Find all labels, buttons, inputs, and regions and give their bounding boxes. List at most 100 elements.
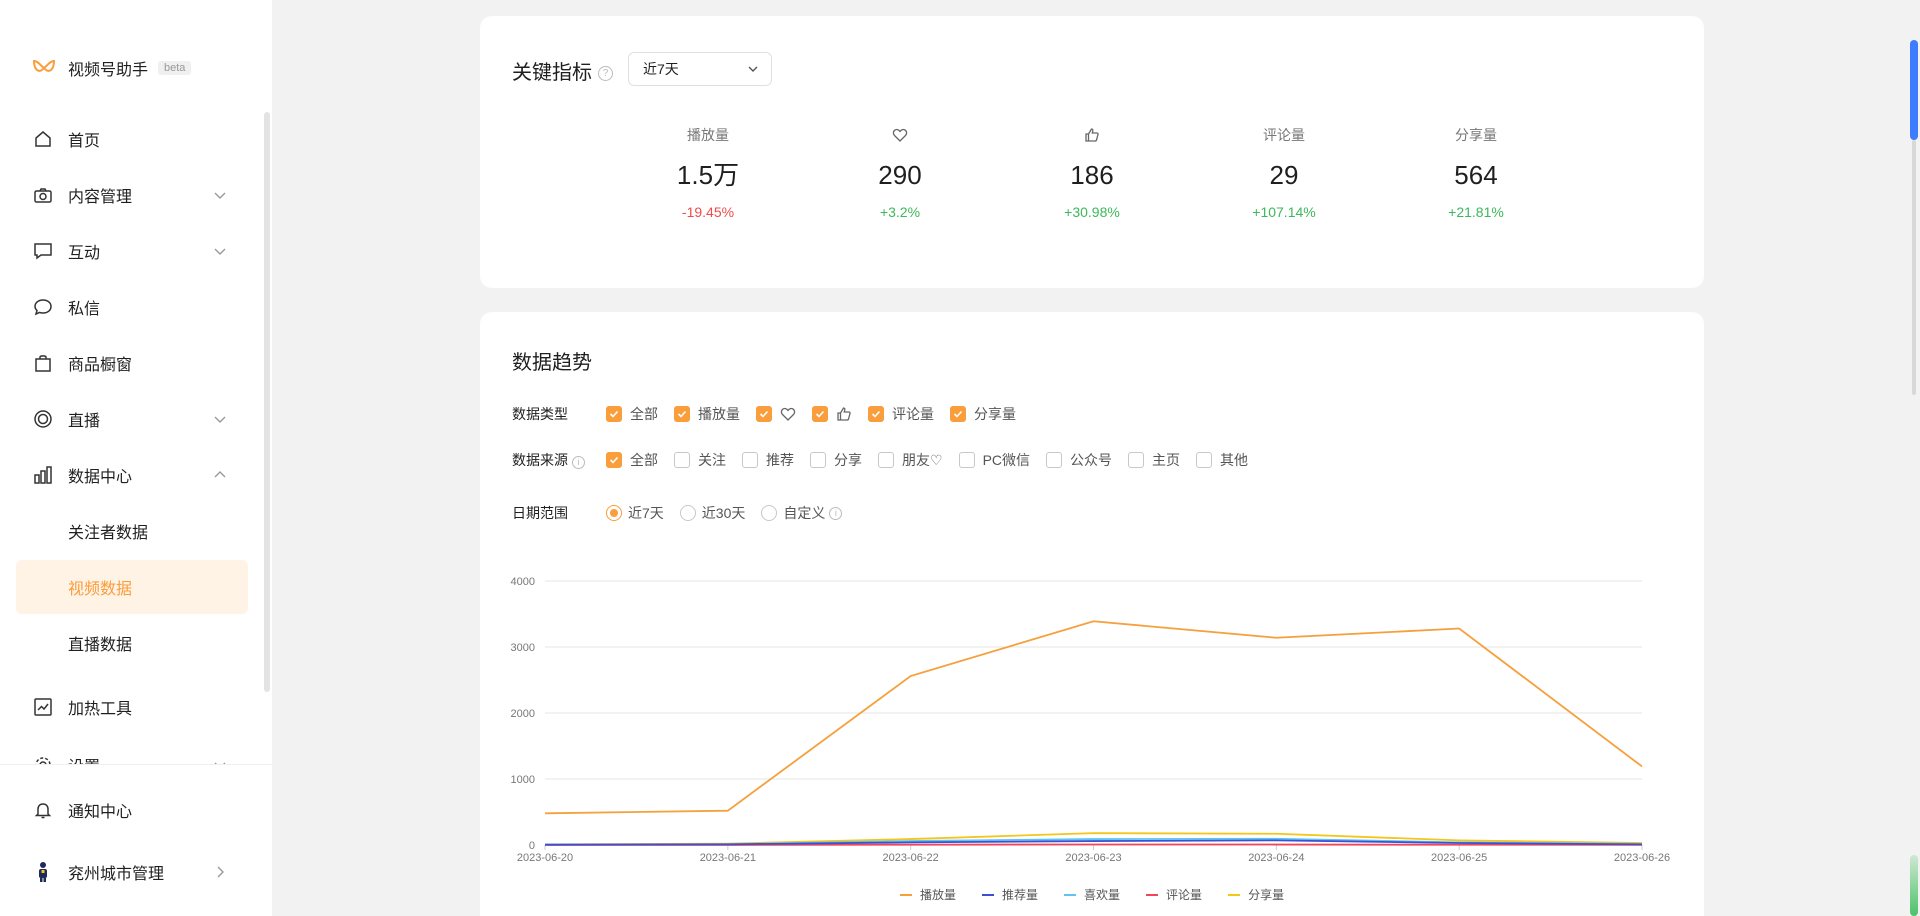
legend-item[interactable]: 评论量 bbox=[1146, 886, 1202, 903]
sidebar-item-home[interactable]: 首页 bbox=[16, 112, 248, 166]
chart-legend: 播放量 推荐量 喜欢量 评论量 分享量 bbox=[900, 886, 1310, 903]
source-checkbox-share[interactable]: 分享 bbox=[810, 450, 862, 470]
legend-label: 评论量 bbox=[1166, 888, 1203, 902]
sidebar-item-boost-tool[interactable]: 加热工具 bbox=[16, 680, 248, 734]
date-range-label: 日期范围 bbox=[512, 505, 568, 521]
key-metrics-card: 关键指标? 近7天 播放量 1.5万 -19.45% 290 +3.2% 186… bbox=[480, 16, 1704, 288]
app-logo[interactable]: 视频号助手 beta bbox=[32, 56, 192, 80]
checkbox-comments[interactable]: 评论量 bbox=[868, 404, 934, 424]
radio-30days[interactable]: 近30天 bbox=[679, 503, 746, 523]
radio-selected-icon bbox=[606, 505, 622, 521]
checkbox-label: 关注 bbox=[698, 452, 726, 468]
sidebar-item-messages[interactable]: 私信 bbox=[16, 280, 248, 334]
source-checkbox-friends[interactable]: 朋友♡ bbox=[878, 450, 943, 470]
checkbox-all[interactable]: 全部 bbox=[606, 404, 658, 424]
sidebar-item-label: 直播 bbox=[68, 413, 101, 430]
trend-line-chart: 0 1000 2000 3000 4000 2023-06-20 2023-06-21 202… bbox=[511, 576, 1671, 864]
legend-item[interactable]: 播放量 bbox=[900, 886, 956, 903]
checkbox-checked-icon bbox=[812, 406, 828, 422]
checkbox-label: 分享量 bbox=[974, 406, 1016, 422]
sidebar-item-content[interactable]: 内容管理 bbox=[16, 168, 248, 222]
source-checkbox-all[interactable]: 全部 bbox=[606, 450, 658, 470]
checkbox-label: PC微信 bbox=[982, 452, 1031, 468]
sidebar-item-interaction[interactable]: 互动 bbox=[16, 224, 248, 278]
page-scrollbar-thumb[interactable] bbox=[1910, 40, 1918, 140]
sidebar-item-account[interactable]: 兖州城市管理 bbox=[16, 845, 248, 899]
x-tick-label: 2023-06-25 bbox=[1431, 852, 1487, 864]
live-circle-icon bbox=[32, 408, 54, 430]
checkbox-empty-icon bbox=[674, 452, 690, 468]
sidebar-item-label: 首页 bbox=[68, 133, 101, 150]
data-type-label: 数据类型 bbox=[512, 406, 568, 422]
source-checkbox-homepage[interactable]: 主页 bbox=[1128, 450, 1180, 470]
metric-comments: 评论量 29 +107.14% bbox=[1204, 124, 1364, 220]
thumbs-up-icon bbox=[837, 407, 851, 421]
sidebar-item-live[interactable]: 直播 bbox=[16, 392, 248, 446]
checkbox-checked-icon bbox=[756, 406, 772, 422]
radio-empty-icon bbox=[761, 505, 778, 521]
legend-swatch bbox=[1064, 893, 1077, 896]
checkbox-likes[interactable] bbox=[756, 406, 796, 422]
checkbox-thumbs-up[interactable] bbox=[812, 406, 852, 422]
radio-label: 近30天 bbox=[701, 505, 746, 521]
sidebar-item-data-center[interactable]: 数据中心 bbox=[16, 448, 248, 502]
checkbox-plays[interactable]: 播放量 bbox=[674, 404, 740, 424]
shopping-bag-icon bbox=[32, 352, 54, 374]
checkbox-label: 全部 bbox=[630, 406, 658, 422]
checkbox-empty-icon bbox=[742, 452, 758, 468]
date-range-filter: 日期范围 近7天 近30天 自定义 i bbox=[512, 503, 858, 523]
checkbox-empty-icon bbox=[878, 452, 894, 468]
metric-shares: 分享量 564 +21.81% bbox=[1396, 124, 1556, 220]
help-icon[interactable]: ? bbox=[598, 66, 613, 82]
beta-badge: beta bbox=[158, 61, 192, 75]
sidebar-subitem-live-data[interactable]: 直播数据 bbox=[68, 637, 133, 654]
range-select[interactable]: 近7天 bbox=[628, 52, 772, 86]
legend-label: 推荐量 bbox=[1002, 888, 1039, 902]
source-checkbox-other[interactable]: 其他 bbox=[1196, 450, 1248, 470]
sidebar-subitem-follower-data[interactable]: 关注者数据 bbox=[68, 525, 149, 542]
data-source-filter: 数据来源 i 全部 关注 推荐 分享 朋友♡ PC微信 公众号 主页 其他 bbox=[512, 450, 1264, 470]
y-tick-label: 1000 bbox=[511, 774, 535, 786]
legend-item[interactable]: 分享量 bbox=[1228, 886, 1284, 903]
checkbox-label: 其他 bbox=[1220, 452, 1249, 468]
sidebar-scrollbar[interactable] bbox=[264, 112, 270, 692]
sidebar-item-label: 加热工具 bbox=[68, 701, 133, 718]
metric-value: 186 bbox=[1070, 160, 1114, 190]
series-line bbox=[544, 839, 1643, 846]
sidebar-item-label: 通知中心 bbox=[68, 804, 133, 821]
key-metrics-title: 关键指标? bbox=[512, 56, 613, 85]
page-scrollbar-bottom[interactable] bbox=[1910, 855, 1918, 916]
data-source-label: 数据来源 i bbox=[512, 450, 606, 470]
sidebar-item-notifications[interactable]: 通知中心 bbox=[16, 783, 248, 837]
radio-custom[interactable]: 自定义 i bbox=[761, 503, 843, 523]
legend-swatch bbox=[900, 893, 912, 896]
home-icon bbox=[32, 128, 54, 150]
legend-item[interactable]: 喜欢量 bbox=[1064, 886, 1120, 903]
chevron-down-icon bbox=[748, 66, 758, 72]
checkbox-shares[interactable]: 分享量 bbox=[950, 404, 1016, 424]
source-checkbox-pc-wechat[interactable]: PC微信 bbox=[958, 450, 1031, 470]
y-tick-label: 4000 bbox=[511, 576, 535, 588]
sidebar-item-shop[interactable]: 商品橱窗 bbox=[16, 336, 248, 390]
source-checkbox-follow[interactable]: 关注 bbox=[674, 450, 726, 470]
source-checkbox-recommend[interactable]: 推荐 bbox=[742, 450, 794, 470]
trend-chart-icon bbox=[32, 696, 54, 718]
sidebar-subitem-video-data[interactable]: 视频数据 bbox=[16, 560, 248, 614]
sidebar-nav: 首页 内容管理 互动 私信 商品橱窗 直播 数据中心 bbox=[0, 112, 272, 764]
x-tick-label: 2023-06-26 bbox=[1614, 852, 1670, 864]
checkbox-checked-icon bbox=[674, 406, 690, 422]
source-checkbox-official-account[interactable]: 公众号 bbox=[1046, 450, 1112, 470]
sidebar-item-settings[interactable]: 设置 bbox=[16, 738, 248, 764]
checkbox-empty-icon bbox=[958, 452, 975, 468]
page-scrollbar-track[interactable] bbox=[1912, 140, 1916, 395]
radio-7days[interactable]: 近7天 bbox=[606, 503, 664, 523]
info-icon[interactable]: i bbox=[829, 506, 843, 520]
metric-delta: -19.45% bbox=[681, 204, 735, 220]
data-source-label-text: 数据来源 bbox=[512, 452, 568, 468]
data-type-filter: 数据类型 全部 播放量 评论量 分享量 bbox=[512, 404, 1032, 424]
sidebar: 视频号助手 beta 首页 内容管理 互动 私信 商品橱窗 直播 bbox=[0, 0, 272, 916]
checkbox-empty-icon bbox=[1046, 452, 1063, 468]
legend-label: 喜欢量 bbox=[1084, 888, 1121, 902]
legend-item[interactable]: 推荐量 bbox=[982, 886, 1038, 903]
info-icon[interactable]: i bbox=[572, 456, 585, 469]
